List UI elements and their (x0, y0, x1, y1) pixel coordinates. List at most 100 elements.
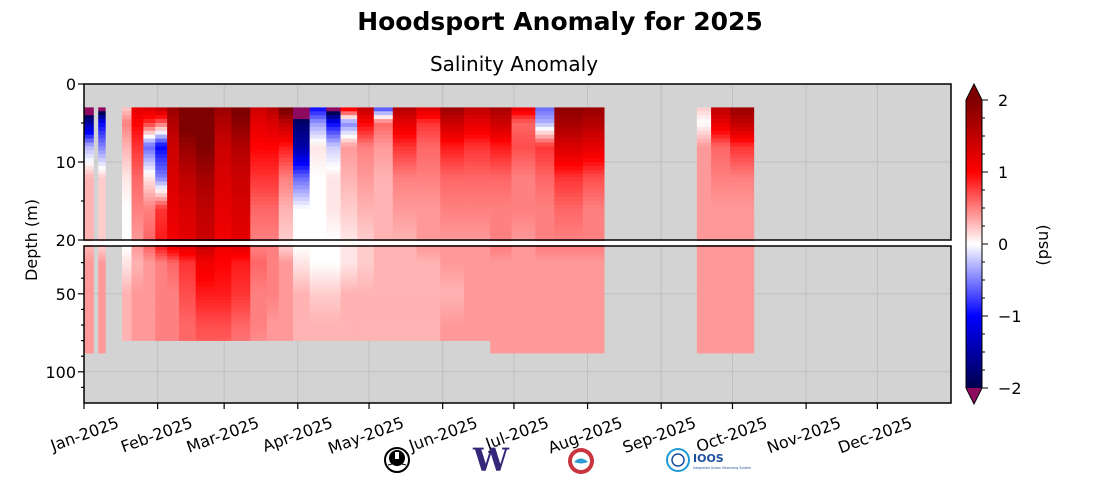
heatmap-cell (711, 115, 731, 120)
heatmap-cell (231, 293, 251, 298)
heatmap-cell (357, 154, 375, 159)
heatmap-cell (582, 158, 605, 163)
heatmap-cell (293, 162, 310, 167)
heatmap-cell (340, 312, 358, 316)
heatmap-cell (143, 216, 156, 221)
heatmap-cell (440, 312, 465, 316)
heatmap-cell (340, 181, 358, 186)
heatmap-cell (167, 123, 180, 128)
heatmap-cell (582, 115, 605, 120)
heatmap-cell (250, 268, 268, 273)
heatmap-cell (535, 158, 555, 163)
heatmap-cell (696, 204, 712, 210)
heatmap-cell (143, 312, 156, 316)
heatmap-cell (278, 154, 294, 159)
heatmap-cell (84, 177, 94, 182)
heatmap-cell (231, 306, 251, 310)
heatmap-cell (392, 265, 417, 270)
heatmap-cell (143, 185, 156, 190)
heatmap-cell (131, 296, 144, 301)
heatmap-cell (179, 130, 196, 135)
heatmap-cell (278, 250, 294, 254)
heatmap-cell (98, 115, 106, 120)
heatmap-cell (357, 328, 375, 332)
heatmap-cell (730, 268, 755, 273)
heatmap-cell (155, 138, 168, 143)
heatmap-cell (326, 328, 341, 332)
heatmap-cell (416, 240, 441, 251)
heatmap-cell (155, 271, 168, 276)
heatmap-cell (464, 265, 491, 270)
heatmap-cell (392, 240, 417, 251)
heatmap-cell (231, 278, 251, 282)
heatmap-cell (730, 177, 755, 182)
heatmap-cell (730, 331, 755, 335)
heatmap-cell (326, 337, 341, 341)
heatmap-cell (464, 325, 491, 329)
heatmap-cell (357, 253, 375, 257)
heatmap-cell (266, 150, 280, 155)
heatmap-cell (143, 300, 156, 304)
heatmap-cell (250, 154, 268, 159)
heatmap-cell (340, 284, 358, 288)
heatmap-cell (511, 250, 536, 254)
heatmap-cell (155, 318, 168, 323)
heatmap-cell (730, 259, 755, 263)
heatmap-cell (278, 284, 294, 288)
heatmap-cell (730, 328, 755, 332)
heatmap-cell (155, 296, 168, 301)
heatmap-cell (143, 268, 156, 273)
heatmap-cell (357, 111, 375, 116)
heatmap-cell (293, 318, 310, 323)
heatmap-cell (131, 268, 144, 273)
heatmap-cell (582, 204, 605, 210)
heatmap-cell (416, 126, 441, 132)
heatmap-cell (195, 290, 215, 295)
heatmap-cell (250, 250, 268, 254)
heatmap-cell (167, 126, 180, 132)
heatmap-cell (392, 185, 417, 190)
heatmap-cell (511, 346, 536, 351)
heatmap-cell (464, 236, 491, 241)
heatmap-cell (131, 115, 144, 120)
heatmap-cell (416, 331, 441, 335)
heatmap-cell (84, 284, 94, 288)
heatmap-cell (535, 111, 555, 116)
heatmap-cell (582, 337, 605, 341)
heatmap-column (711, 107, 731, 354)
heatmap-cell (84, 185, 94, 190)
heatmap-cell (490, 220, 512, 225)
heatmap-cell (340, 119, 358, 124)
heatmap-cell (357, 287, 375, 291)
heatmap-cell (278, 240, 294, 251)
heatmap-cell (711, 146, 731, 151)
heatmap-cell (696, 115, 712, 120)
heatmap-cell (440, 107, 465, 112)
heatmap-cell (214, 315, 232, 320)
heatmap-cell (179, 284, 196, 288)
heatmap-cell (416, 212, 441, 217)
heatmap-cell (84, 169, 94, 174)
heatmap-cell (582, 224, 605, 229)
heatmap-cell (711, 154, 731, 159)
heatmap-cell (179, 138, 196, 143)
heatmap-cell (535, 173, 555, 178)
heatmap-cell (122, 197, 132, 202)
heatmap-cell (416, 181, 441, 186)
heatmap-cell (511, 216, 536, 221)
heatmap-cell (309, 253, 327, 257)
heatmap-cell (464, 193, 491, 198)
heatmap-cell (416, 197, 441, 202)
heatmap-cell (730, 340, 755, 345)
heatmap-cell (214, 158, 232, 163)
heatmap-column (266, 107, 280, 341)
heatmap-cell (730, 240, 755, 251)
heatmap-cell (490, 150, 512, 155)
heatmap-cell (416, 150, 441, 155)
heatmap-cell (309, 259, 327, 263)
heatmap-cell (309, 212, 327, 217)
heatmap-cell (490, 346, 512, 351)
heatmap-cell (122, 328, 132, 332)
heatmap-cell (167, 287, 180, 291)
heatmap-cell (535, 343, 555, 348)
